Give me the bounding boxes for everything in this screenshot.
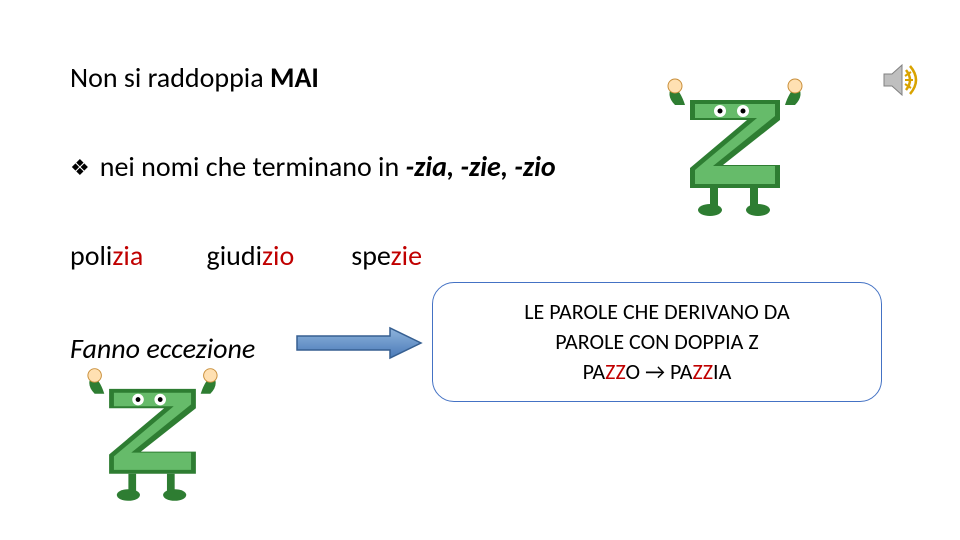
z-letter-cartoon-icon: [665, 70, 805, 220]
example-pre: spe: [351, 238, 390, 273]
z-letter-cartoon-icon: [85, 360, 220, 505]
example-highlight: zie: [391, 238, 422, 273]
callout-arrow-icon: →: [645, 358, 665, 385]
title-prefix: Non si raddoppia: [70, 60, 270, 95]
exception-callout: LE PAROLE CHE DERIVANO DA PAROLE CON DOP…: [432, 282, 882, 402]
slide-root: Non si raddoppia MAI ❖ nei nomi che term…: [0, 0, 960, 540]
callout-l3-post: IA: [713, 358, 731, 385]
rule-text: nei nomi che terminano in -zia, -zie, -z…: [100, 149, 556, 184]
callout-l3-hl: ZZ: [605, 358, 625, 385]
examples-row: polizia giudizio spezie: [70, 238, 890, 273]
example-pre: poli: [70, 238, 112, 273]
diamond-bullet-icon: ❖: [70, 154, 90, 181]
callout-l3-pre: PA: [583, 358, 605, 385]
example-pre: giudi: [207, 238, 262, 273]
example-word: spezie: [351, 238, 422, 273]
callout-line2: PAROLE CON DOPPIA Z: [555, 327, 758, 357]
callout-line1: LE PAROLE CHE DERIVANO DA: [524, 297, 789, 327]
example-highlight: zio: [262, 238, 294, 273]
rule-endings: -zia, -zie, -zio: [406, 149, 556, 184]
callout-l3-mid: PA: [665, 358, 692, 385]
callout-line3: PAZZO → PAZZIA: [583, 357, 732, 387]
example-highlight: zia: [112, 238, 143, 273]
title-bold: MAI: [270, 60, 319, 95]
speaker-icon[interactable]: [880, 58, 924, 102]
arrow-right-icon: [295, 325, 425, 366]
rule-text-before: nei nomi che terminano in: [100, 149, 406, 184]
example-word: giudizio: [207, 238, 295, 273]
callout-l3-mid: O: [626, 358, 646, 385]
example-word: polizia: [70, 238, 143, 273]
callout-l3-hl: ZZ: [692, 358, 713, 385]
